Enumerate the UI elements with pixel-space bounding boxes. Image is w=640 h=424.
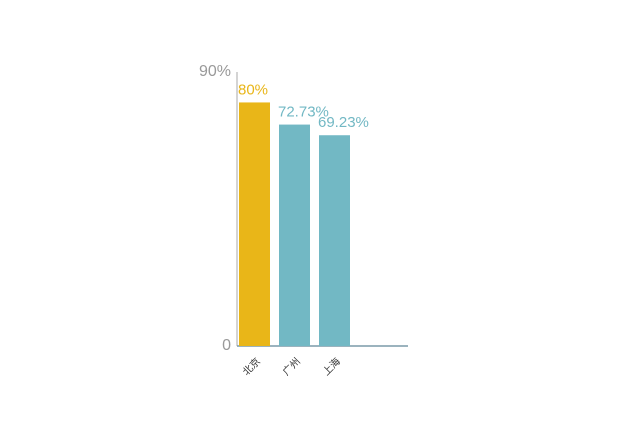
- y-tick-label: 0: [222, 337, 231, 354]
- y-tick-label: 90%: [199, 63, 231, 80]
- bar: [239, 102, 270, 346]
- value-label: 80%: [238, 81, 268, 98]
- x-tick-label: 广州: [280, 356, 303, 379]
- x-tick-label: 上海: [320, 355, 343, 378]
- x-tick-label: 北京: [240, 355, 263, 378]
- value-label: 69.23%: [318, 114, 369, 131]
- value-label: 72.73%: [278, 104, 329, 121]
- bar: [319, 135, 350, 346]
- bar: [279, 124, 310, 347]
